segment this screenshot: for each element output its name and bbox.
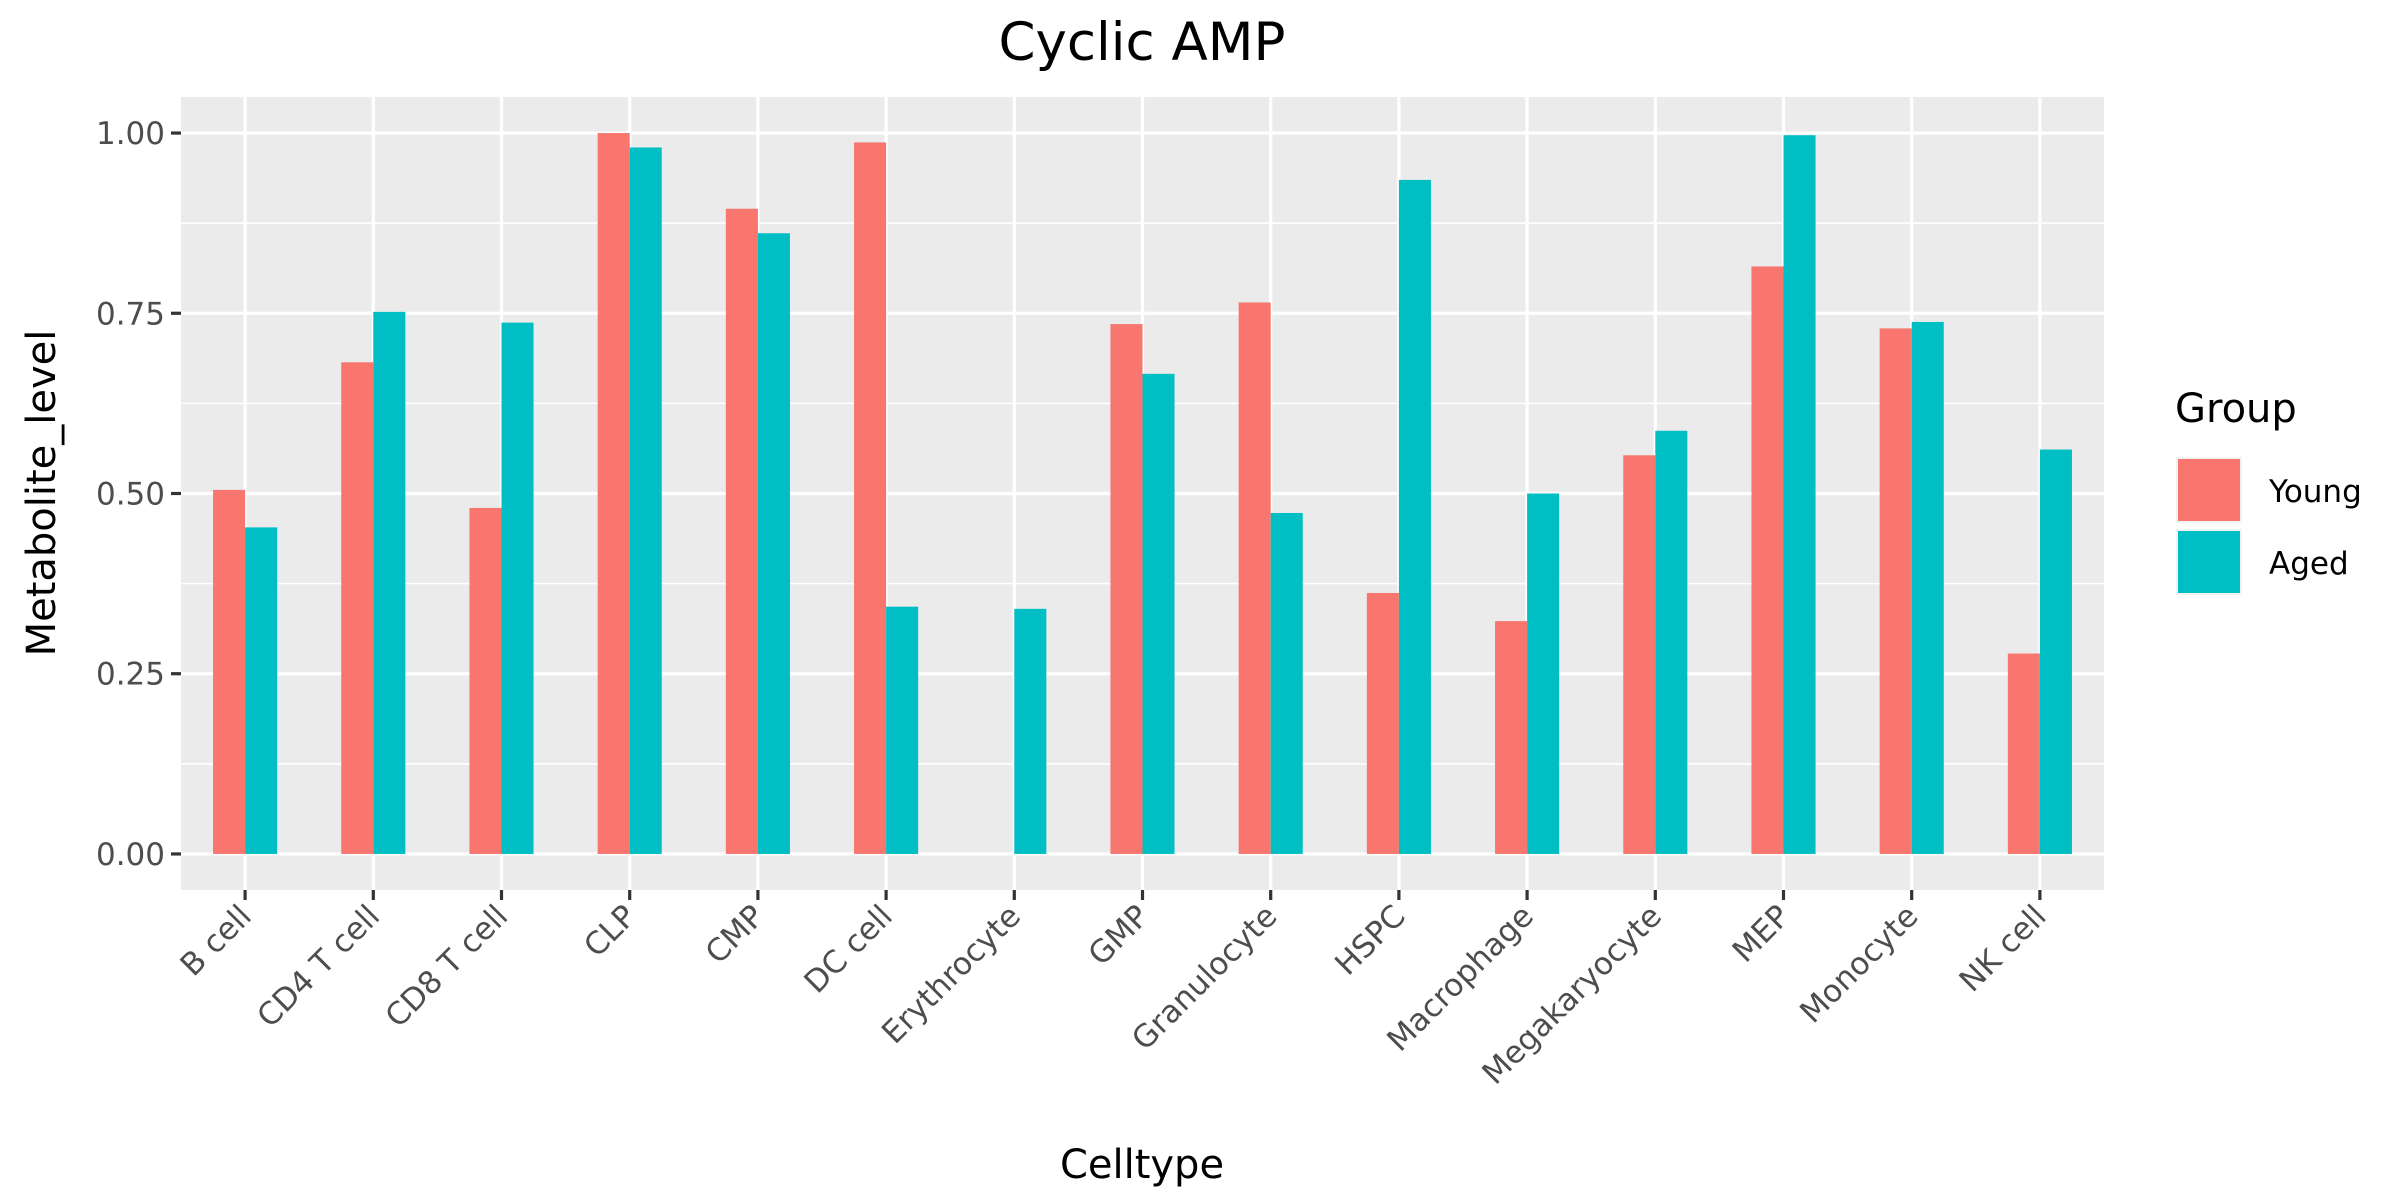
bar-aged <box>886 606 919 854</box>
bar-young <box>854 142 887 854</box>
legend-label-aged: Aged <box>2269 546 2349 582</box>
bar-young <box>1751 266 1784 854</box>
bar-young <box>341 362 374 854</box>
y-axis-title: Metabolite_level <box>19 330 65 657</box>
y-axis: 0.00 0.25 0.50 0.75 1.00 <box>96 116 181 873</box>
bar-aged <box>1398 179 1431 854</box>
bar-aged <box>1527 493 1560 854</box>
y-tick-label: 0.00 <box>96 837 165 873</box>
bar-aged <box>757 233 790 854</box>
bar-aged <box>629 147 662 854</box>
bar-aged <box>501 322 534 854</box>
bar-young <box>469 507 502 854</box>
bar-young <box>213 489 246 854</box>
bar-young <box>2007 653 2040 854</box>
legend-title: Group <box>2175 386 2297 432</box>
bar-aged <box>1142 373 1175 854</box>
bar-young <box>1110 324 1143 854</box>
x-tick-label: Erythrocyte <box>875 898 1028 1051</box>
x-tick-label: NK cell <box>1953 898 2054 999</box>
x-tick-label: DC cell <box>797 898 899 1000</box>
y-tick-label: 0.25 <box>96 657 165 693</box>
bar-aged <box>373 311 406 854</box>
legend-swatch-young <box>2178 459 2240 521</box>
bar-young <box>1879 328 1912 854</box>
x-tick-label: MEP <box>1726 898 1797 969</box>
x-tick-label: GMP <box>1082 898 1157 973</box>
y-tick-label: 1.00 <box>96 116 165 152</box>
bar-young <box>1623 455 1656 854</box>
chart-title: Cyclic AMP <box>999 12 1286 73</box>
bar-aged <box>1655 430 1688 854</box>
x-tick-label: CD4 T cell <box>250 898 387 1035</box>
bar-aged <box>1911 321 1944 854</box>
bar-young <box>597 133 630 854</box>
x-tick-label: Monocyte <box>1793 898 1925 1030</box>
x-tick-label: CD8 T cell <box>379 898 516 1035</box>
bar-aged <box>1783 135 1816 854</box>
legend-swatch-aged <box>2178 531 2240 593</box>
bar-young <box>1366 592 1399 854</box>
y-tick-label: 0.75 <box>96 296 165 332</box>
x-tick-label: B cell <box>174 898 259 983</box>
x-tick-label: CLP <box>577 898 643 964</box>
bar-young <box>725 208 758 854</box>
bar-aged <box>2039 449 2072 854</box>
legend-label-young: Young <box>2268 474 2362 510</box>
legend: Group Young Aged <box>2175 386 2362 595</box>
y-tick-label: 0.50 <box>96 477 165 513</box>
bar-aged <box>245 527 278 854</box>
bars <box>213 133 2072 854</box>
x-tick-label: HSPC <box>1328 898 1412 982</box>
bar-aged <box>1270 512 1303 854</box>
bar-young <box>1495 621 1528 854</box>
x-tick-label: CMP <box>699 898 772 971</box>
bar-aged <box>1014 608 1047 854</box>
x-axis-title: Celltype <box>1060 1142 1224 1188</box>
bar-young <box>1238 302 1271 854</box>
